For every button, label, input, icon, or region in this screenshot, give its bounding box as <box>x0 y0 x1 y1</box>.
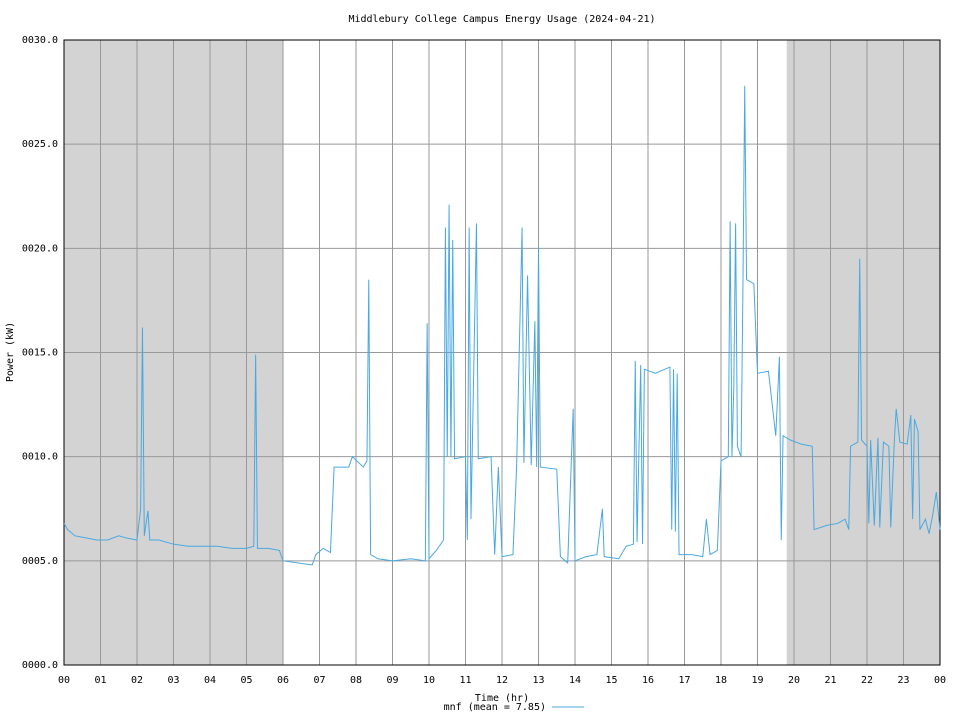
plot-frame <box>63 39 941 666</box>
x-tick-label: 22 <box>861 675 873 686</box>
y-tick-label: 0005.0 <box>22 556 58 567</box>
x-tick-label: 16 <box>642 675 654 686</box>
x-tick-label: 15 <box>605 675 617 686</box>
x-tick-label: 05 <box>240 675 252 686</box>
x-tick-label: 02 <box>131 675 143 686</box>
x-tick-label: 04 <box>204 675 216 686</box>
x-tick-label: 11 <box>459 675 471 686</box>
x-tick-label: 03 <box>167 675 179 686</box>
y-axis-label: Power (kW) <box>5 322 16 382</box>
y-tick-label: 0010.0 <box>22 452 58 463</box>
x-tick-label: 07 <box>313 675 325 686</box>
y-tick-label: 0030.0 <box>22 35 58 46</box>
x-tick-label: 19 <box>751 675 763 686</box>
x-tick-label: 20 <box>788 675 800 686</box>
y-tick-label: 0000.0 <box>22 660 58 671</box>
x-tick-label: 23 <box>897 675 909 686</box>
x-tick-label: 00 <box>934 675 946 686</box>
legend-label: mnf (mean = 7.85) <box>444 702 546 713</box>
x-tick-label: 17 <box>678 675 690 686</box>
x-tick-label: 13 <box>532 675 544 686</box>
data-line <box>63 85 941 566</box>
y-tick-label: 0020.0 <box>22 243 58 254</box>
x-tick-label: 08 <box>350 675 362 686</box>
x-tick-label: 00 <box>58 675 70 686</box>
x-tick-label: 06 <box>277 675 289 686</box>
y-tick-label: 0015.0 <box>22 348 58 359</box>
x-tick-label: 14 <box>569 675 581 686</box>
x-tick-label: 21 <box>824 675 836 686</box>
x-tick-label: 01 <box>94 675 106 686</box>
x-tick-label: 18 <box>715 675 727 686</box>
x-tick-label: 09 <box>386 675 398 686</box>
x-tick-label: 10 <box>423 675 435 686</box>
chart-title: Middlebury College Campus Energy Usage (… <box>348 14 655 25</box>
y-tick-label: 0025.0 <box>22 139 58 150</box>
x-axis-label: Time (hr) <box>475 693 529 704</box>
x-tick-label: 12 <box>496 675 508 686</box>
